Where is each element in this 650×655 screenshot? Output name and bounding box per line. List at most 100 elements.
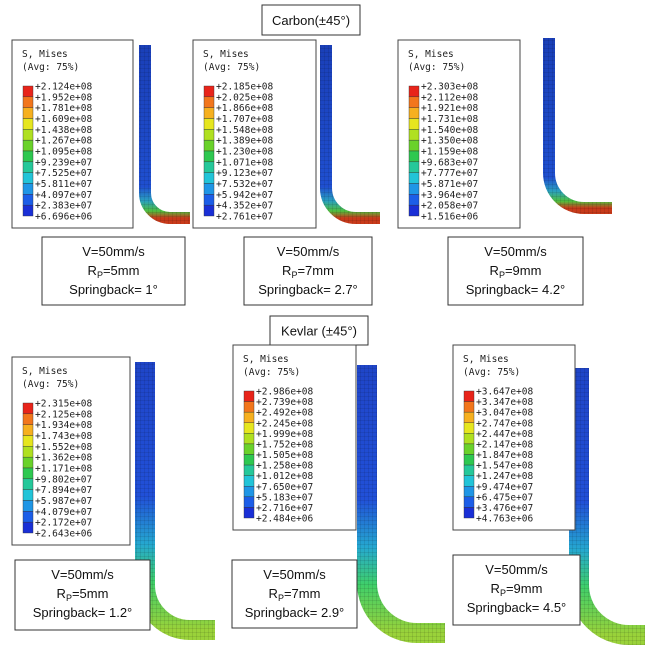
legend-label: +1.267e+08	[35, 136, 92, 147]
strip-mesh	[357, 365, 445, 643]
radius: RP=7mm	[282, 263, 334, 280]
legend-title: S, Mises	[243, 354, 289, 365]
legend-swatch	[203, 194, 215, 206]
strip-mesh	[135, 362, 215, 640]
radius-value: =9mm	[505, 263, 541, 278]
legend-swatch	[22, 204, 34, 217]
legend-label: +4.352e+07	[216, 201, 273, 212]
condition: V=50mm/s RP=5mm Springback= 1.2°	[14, 559, 151, 631]
legend-label: +2.058e+07	[421, 201, 478, 212]
legend: S, Mises(Avg: 75%)+2.986e+08+2.739e+08+2…	[232, 344, 357, 531]
legend-swatch	[463, 433, 475, 445]
legend-swatch	[203, 204, 215, 217]
legend-label: +2.112e+08	[421, 92, 478, 103]
legend-swatch	[203, 107, 215, 119]
legend-label: +2.484e+06	[256, 514, 313, 525]
condition: V=50mm/s RP=7mm Springback= 2.9°	[231, 559, 358, 629]
legend-swatch	[22, 183, 34, 195]
legend-label: +2.492e+08	[256, 408, 313, 419]
legend-swatch	[463, 390, 475, 402]
legend-swatch	[408, 194, 420, 206]
legend-label: +2.315e+08	[35, 399, 92, 410]
legend-title: S, Mises	[22, 366, 68, 377]
group-title-box	[269, 315, 369, 346]
strip	[543, 38, 612, 214]
legend-label: +2.716e+07	[256, 503, 313, 514]
radius-symbol: R	[269, 586, 278, 601]
radius-symbol: R	[57, 586, 66, 601]
legend-label: +7.532e+07	[216, 179, 273, 190]
legend-swatch	[22, 521, 34, 534]
radius-subscript: P	[499, 270, 505, 280]
condition: V=50mm/s RP=9mm Springback= 4.2°	[447, 236, 584, 306]
legend-label: +1.731e+08	[421, 114, 478, 125]
legend-label: +2.125e+08	[35, 409, 92, 420]
legend-label: +4.097e+07	[35, 190, 92, 201]
radius: RP=9mm	[491, 581, 543, 598]
legend-label: +2.245e+08	[256, 418, 313, 429]
legend-label: +5.987e+07	[35, 496, 92, 507]
legend-label: +6.475e+07	[476, 492, 533, 503]
condition-box	[243, 236, 373, 306]
legend-label: +1.999e+08	[256, 429, 313, 440]
legend-label: +2.761e+07	[216, 212, 273, 223]
legend-label: +1.350e+08	[421, 136, 478, 147]
legend-swatch	[203, 150, 215, 163]
legend-label: +1.921e+08	[421, 103, 478, 114]
legend-label: +2.025e+08	[216, 92, 273, 103]
legend-swatch	[203, 172, 215, 184]
radius-symbol: R	[282, 263, 291, 278]
strip-mesh	[320, 45, 380, 224]
legend-swatch	[22, 489, 34, 501]
legend-subtitle: (Avg: 75%)	[203, 62, 260, 73]
radius-value: =9mm	[506, 581, 542, 596]
legend-label: +4.763e+06	[476, 514, 533, 525]
legend-label: +1.743e+08	[35, 431, 92, 442]
legend-swatch	[463, 411, 475, 423]
legend-label: +5.811e+07	[35, 179, 92, 190]
legend-label: +5.183e+07	[256, 492, 313, 503]
legend-label: +1.548e+08	[216, 125, 273, 136]
legend-label: +7.777e+07	[421, 168, 478, 179]
springback: Springback= 1°	[69, 282, 158, 297]
strip-mesh	[139, 45, 190, 224]
legend-label: +2.147e+08	[476, 439, 533, 450]
legend-label: +5.871e+07	[421, 179, 478, 190]
legend-label: +2.185e+08	[216, 82, 273, 93]
legend-swatch	[22, 435, 34, 447]
legend-swatch	[243, 486, 255, 498]
legend-swatch	[22, 194, 34, 206]
legend-swatch	[463, 422, 475, 434]
radius-value: =5mm	[72, 586, 108, 601]
legend: S, Mises(Avg: 75%)+2.185e+08+2.025e+08+1…	[192, 39, 317, 229]
legend: S, Mises(Avg: 75%)+2.303e+08+2.112e+08+1…	[397, 39, 521, 229]
speed: V=50mm/s	[485, 562, 548, 577]
legend-swatch	[463, 496, 475, 508]
legend-swatch	[463, 401, 475, 413]
strip	[320, 45, 380, 224]
radius-symbol: R	[490, 263, 499, 278]
legend-swatch	[203, 129, 215, 141]
strip-mesh	[569, 368, 645, 645]
springback: Springback= 2.7°	[258, 282, 358, 297]
radius-subscript: P	[66, 593, 72, 603]
legend-label: +2.986e+08	[256, 387, 313, 398]
legend-swatch	[463, 454, 475, 466]
legend-label: +1.547e+08	[476, 461, 533, 472]
legend-label: +3.476e+07	[476, 503, 533, 514]
radius-value: =7mm	[284, 586, 320, 601]
condition: V=50mm/s RP=7mm Springback= 2.7°	[243, 236, 373, 306]
legend-label: +1.934e+08	[35, 420, 92, 431]
condition-box	[41, 236, 186, 306]
radius-symbol: R	[88, 263, 97, 278]
legend-label: +9.683e+07	[421, 157, 478, 168]
legend-swatch	[243, 475, 255, 487]
legend-swatch	[203, 139, 215, 152]
legend-swatch	[243, 390, 255, 402]
legend-swatch	[408, 107, 420, 119]
legend-subtitle: (Avg: 75%)	[22, 379, 79, 390]
group-title: Carbon(±45°)	[272, 13, 350, 28]
radius-value: =7mm	[297, 263, 333, 278]
legend-swatch	[408, 96, 420, 108]
